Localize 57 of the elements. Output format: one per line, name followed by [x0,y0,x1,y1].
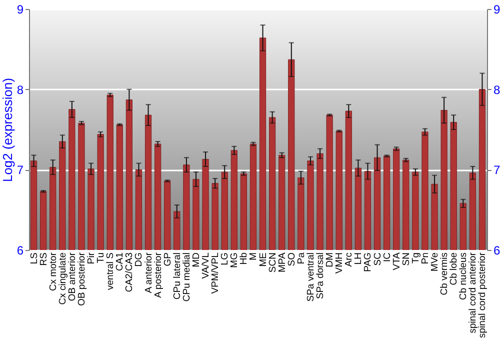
y-tick-label: 7 [16,163,24,178]
y-tick-label: 8 [16,82,24,97]
x-tick-label: CA1 [114,252,126,271]
x-tick-label: LS [28,252,40,264]
x-tick-label: RS [38,252,50,266]
x-tick-label: MVe [430,252,441,272]
x-tick-label: spinal cord anterior [468,252,479,334]
y2-tick-label: 6 [494,244,500,258]
x-tick-label: A anterior [143,252,154,294]
x-tick-label: Tg [410,252,422,264]
x-tick-label: GP [162,252,174,266]
y-axis-title: Log2 (expression) [0,78,15,182]
x-tick-label: LG [220,252,231,266]
x-tick-label: Cx cingulate [57,252,68,305]
x-tick-label: A posterior [152,252,164,298]
x-tick-label: MPA [276,252,288,272]
y2-tick-label: 7 [494,163,500,178]
x-tick-label: SPa ventral [305,252,316,302]
x-tick-label: Pa [296,252,307,264]
x-tick-label: ventral S [105,252,116,290]
x-tick-label: Arc [344,252,355,267]
y-tick-label: 9 [16,2,24,16]
x-tick-label: DG [134,252,145,267]
y2-tick-label: 8 [494,82,500,97]
x-tick-label: SC [372,252,384,266]
x-tick-label: VTA [391,252,402,270]
x-tick-label: SO [286,252,298,266]
x-tick-label: SPa dorsal [315,252,326,299]
x-tick-label: OB posterior [76,252,88,306]
x-tick-label: IC [382,252,393,262]
x-tick-label: CPu medial [181,252,192,302]
x-tick-label: DM [324,252,336,268]
x-tick-label: CPu lateral [172,252,183,300]
x-tick-label: MD [190,252,202,268]
x-tick-label: SCN [267,252,278,273]
x-tick-label: Pn [420,252,431,264]
y-tick-label: 6 [16,244,24,258]
x-tick-label: Cb vermis [439,252,450,296]
x-tick-label: PAG [362,252,374,272]
x-tick-label: OB anterior [66,252,78,302]
x-tick-label: SN [400,252,412,266]
x-tick-label: Cx motor [48,252,59,292]
x-tick-label: spinal cord posterior [477,252,488,338]
x-tick-label: Pir [86,252,98,264]
x-tick-label: Cb nucleus [458,252,470,300]
x-tick-label: Cb lobe [448,252,460,286]
x-tick-label: M [248,252,260,260]
x-tick-label: VA/VL [200,252,212,279]
x-tick-label: Tu [96,252,107,264]
x-tick-label: VPM/VPL [210,252,222,294]
x-tick-label: ME [258,252,269,267]
y2-tick-label: 9 [494,2,500,16]
x-tick-label: Hb [238,252,250,265]
x-tick-label: LH [353,252,364,265]
x-tick-label: CA2/CA3 [124,252,136,292]
x-tick-label: MG [229,252,240,268]
x-tick-label: VMH [334,252,346,274]
